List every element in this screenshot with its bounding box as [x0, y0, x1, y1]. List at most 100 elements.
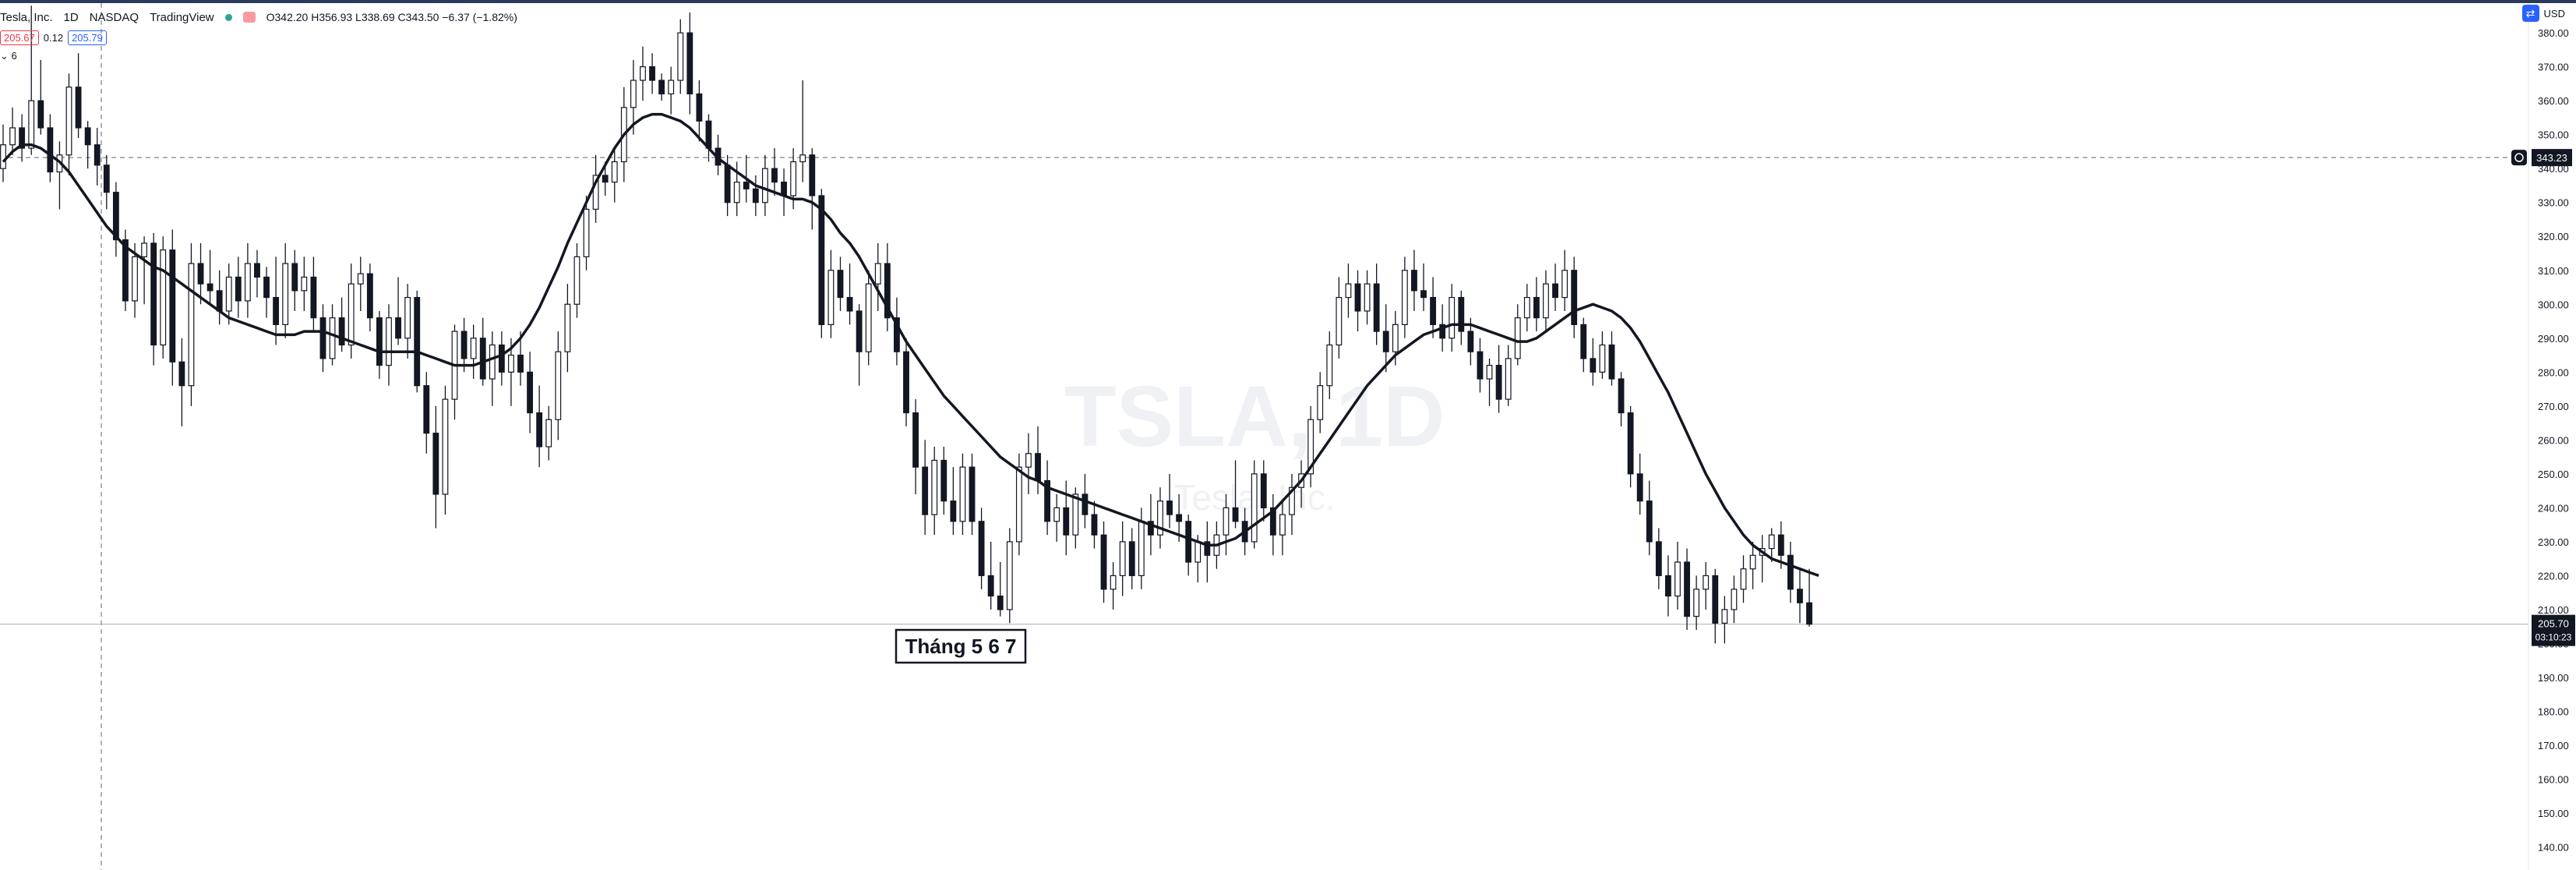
candle	[432, 405, 439, 529]
price-tick-label: 310.00	[2538, 265, 2569, 277]
candle	[894, 297, 900, 366]
candle	[1797, 568, 1803, 624]
candle	[132, 242, 138, 318]
candle	[301, 256, 308, 311]
candle	[141, 236, 148, 305]
annotation-text: Tháng 5 6 7	[905, 635, 1016, 658]
trade-panel: 205.67 0.12 205.79	[0, 28, 107, 47]
crosshair-price-badge	[2532, 149, 2572, 167]
candle	[1495, 345, 1502, 413]
candle	[169, 229, 176, 386]
candle	[1035, 426, 1041, 494]
candle	[291, 249, 298, 311]
candle	[235, 256, 242, 318]
candle	[160, 236, 167, 359]
candle	[414, 290, 421, 393]
price-axis[interactable]: 380.00370.00360.00350.00340.00330.00320.…	[2511, 3, 2575, 870]
candle	[536, 385, 543, 468]
candle	[1693, 575, 1700, 631]
price-tick-label: 230.00	[2538, 536, 2569, 548]
candle	[150, 232, 157, 366]
candle	[1477, 338, 1484, 393]
candle	[799, 80, 806, 182]
interval-label[interactable]: 1D	[63, 10, 79, 24]
candle	[564, 284, 571, 373]
candle	[1768, 528, 1775, 563]
candle	[1128, 528, 1135, 589]
candle	[1063, 480, 1070, 556]
flag-icon[interactable]	[242, 12, 256, 23]
candle	[348, 263, 355, 359]
candle	[611, 148, 618, 203]
source-label: TradingView	[150, 10, 214, 24]
crosshair-settings-icon[interactable]	[2511, 150, 2527, 166]
candle	[366, 263, 373, 332]
candle	[931, 447, 938, 536]
exchange-label: NASDAQ	[89, 10, 139, 24]
candle	[1119, 521, 1126, 596]
candle	[573, 242, 580, 318]
candle	[940, 447, 947, 515]
price-tick-label: 370.00	[2538, 62, 2569, 73]
candle	[837, 256, 844, 311]
last-price-label: 205.70	[2538, 618, 2569, 630]
candle	[696, 80, 703, 142]
candle	[1599, 331, 1606, 380]
candle	[630, 59, 637, 135]
sell-price-button[interactable]: 205.67	[0, 30, 39, 45]
candle	[1289, 473, 1295, 536]
indicators-count: 6	[11, 50, 17, 62]
candle	[1345, 263, 1352, 318]
price-tick-label: 260.00	[2538, 434, 2569, 446]
candle	[761, 154, 768, 217]
candle	[273, 256, 280, 345]
candle	[592, 154, 599, 223]
candle	[197, 242, 204, 305]
currency-selector[interactable]: ⇄ USD	[2521, 5, 2565, 22]
price-tick-label: 280.00	[2538, 366, 2569, 378]
candle	[846, 263, 853, 325]
candle	[950, 467, 957, 536]
price-tick-label: 150.00	[2538, 808, 2569, 819]
candle	[1636, 453, 1643, 515]
candle	[1571, 256, 1578, 338]
indicators-toggle[interactable]: ⌄ 6	[0, 50, 17, 62]
price-tick-label: 290.00	[2538, 333, 2569, 345]
candle	[658, 73, 665, 101]
candle	[404, 284, 411, 359]
candle	[319, 304, 326, 373]
candle	[903, 338, 909, 426]
candle	[922, 440, 929, 536]
candle	[1354, 270, 1361, 332]
candle	[9, 107, 16, 155]
candle	[103, 154, 110, 210]
candle	[827, 249, 835, 338]
candle	[47, 114, 54, 182]
candles	[0, 5, 1812, 644]
candle	[1025, 433, 1032, 494]
candle	[1185, 515, 1192, 576]
price-tick-label: 190.00	[2538, 672, 2569, 684]
candle	[84, 121, 91, 169]
symbol-name[interactable]: Tesla, Inc.	[0, 10, 53, 24]
top-accent-bar	[0, 0, 2576, 3]
candle	[583, 196, 590, 271]
candle	[1674, 541, 1681, 610]
candle	[677, 19, 684, 94]
candle	[395, 277, 401, 345]
candle	[1703, 562, 1710, 610]
buy-price-button[interactable]: 205.79	[68, 30, 107, 45]
candle	[1091, 500, 1098, 549]
price-chart[interactable]: TSLA, 1D Tesla, Inc. 380.00 370.00 360.00 3…	[0, 3, 2576, 870]
text-annotation[interactable]: Tháng 5 6 7	[895, 628, 1027, 664]
chevron-down-icon: ⌄	[0, 50, 9, 62]
candle	[75, 53, 82, 139]
candle	[254, 249, 260, 298]
candle	[423, 372, 430, 454]
compare-icon[interactable]: ⇄	[2521, 5, 2539, 22]
candle	[244, 242, 251, 318]
candle	[216, 270, 223, 325]
candle	[959, 453, 966, 536]
candle	[1110, 562, 1117, 610]
candle	[997, 562, 1004, 617]
